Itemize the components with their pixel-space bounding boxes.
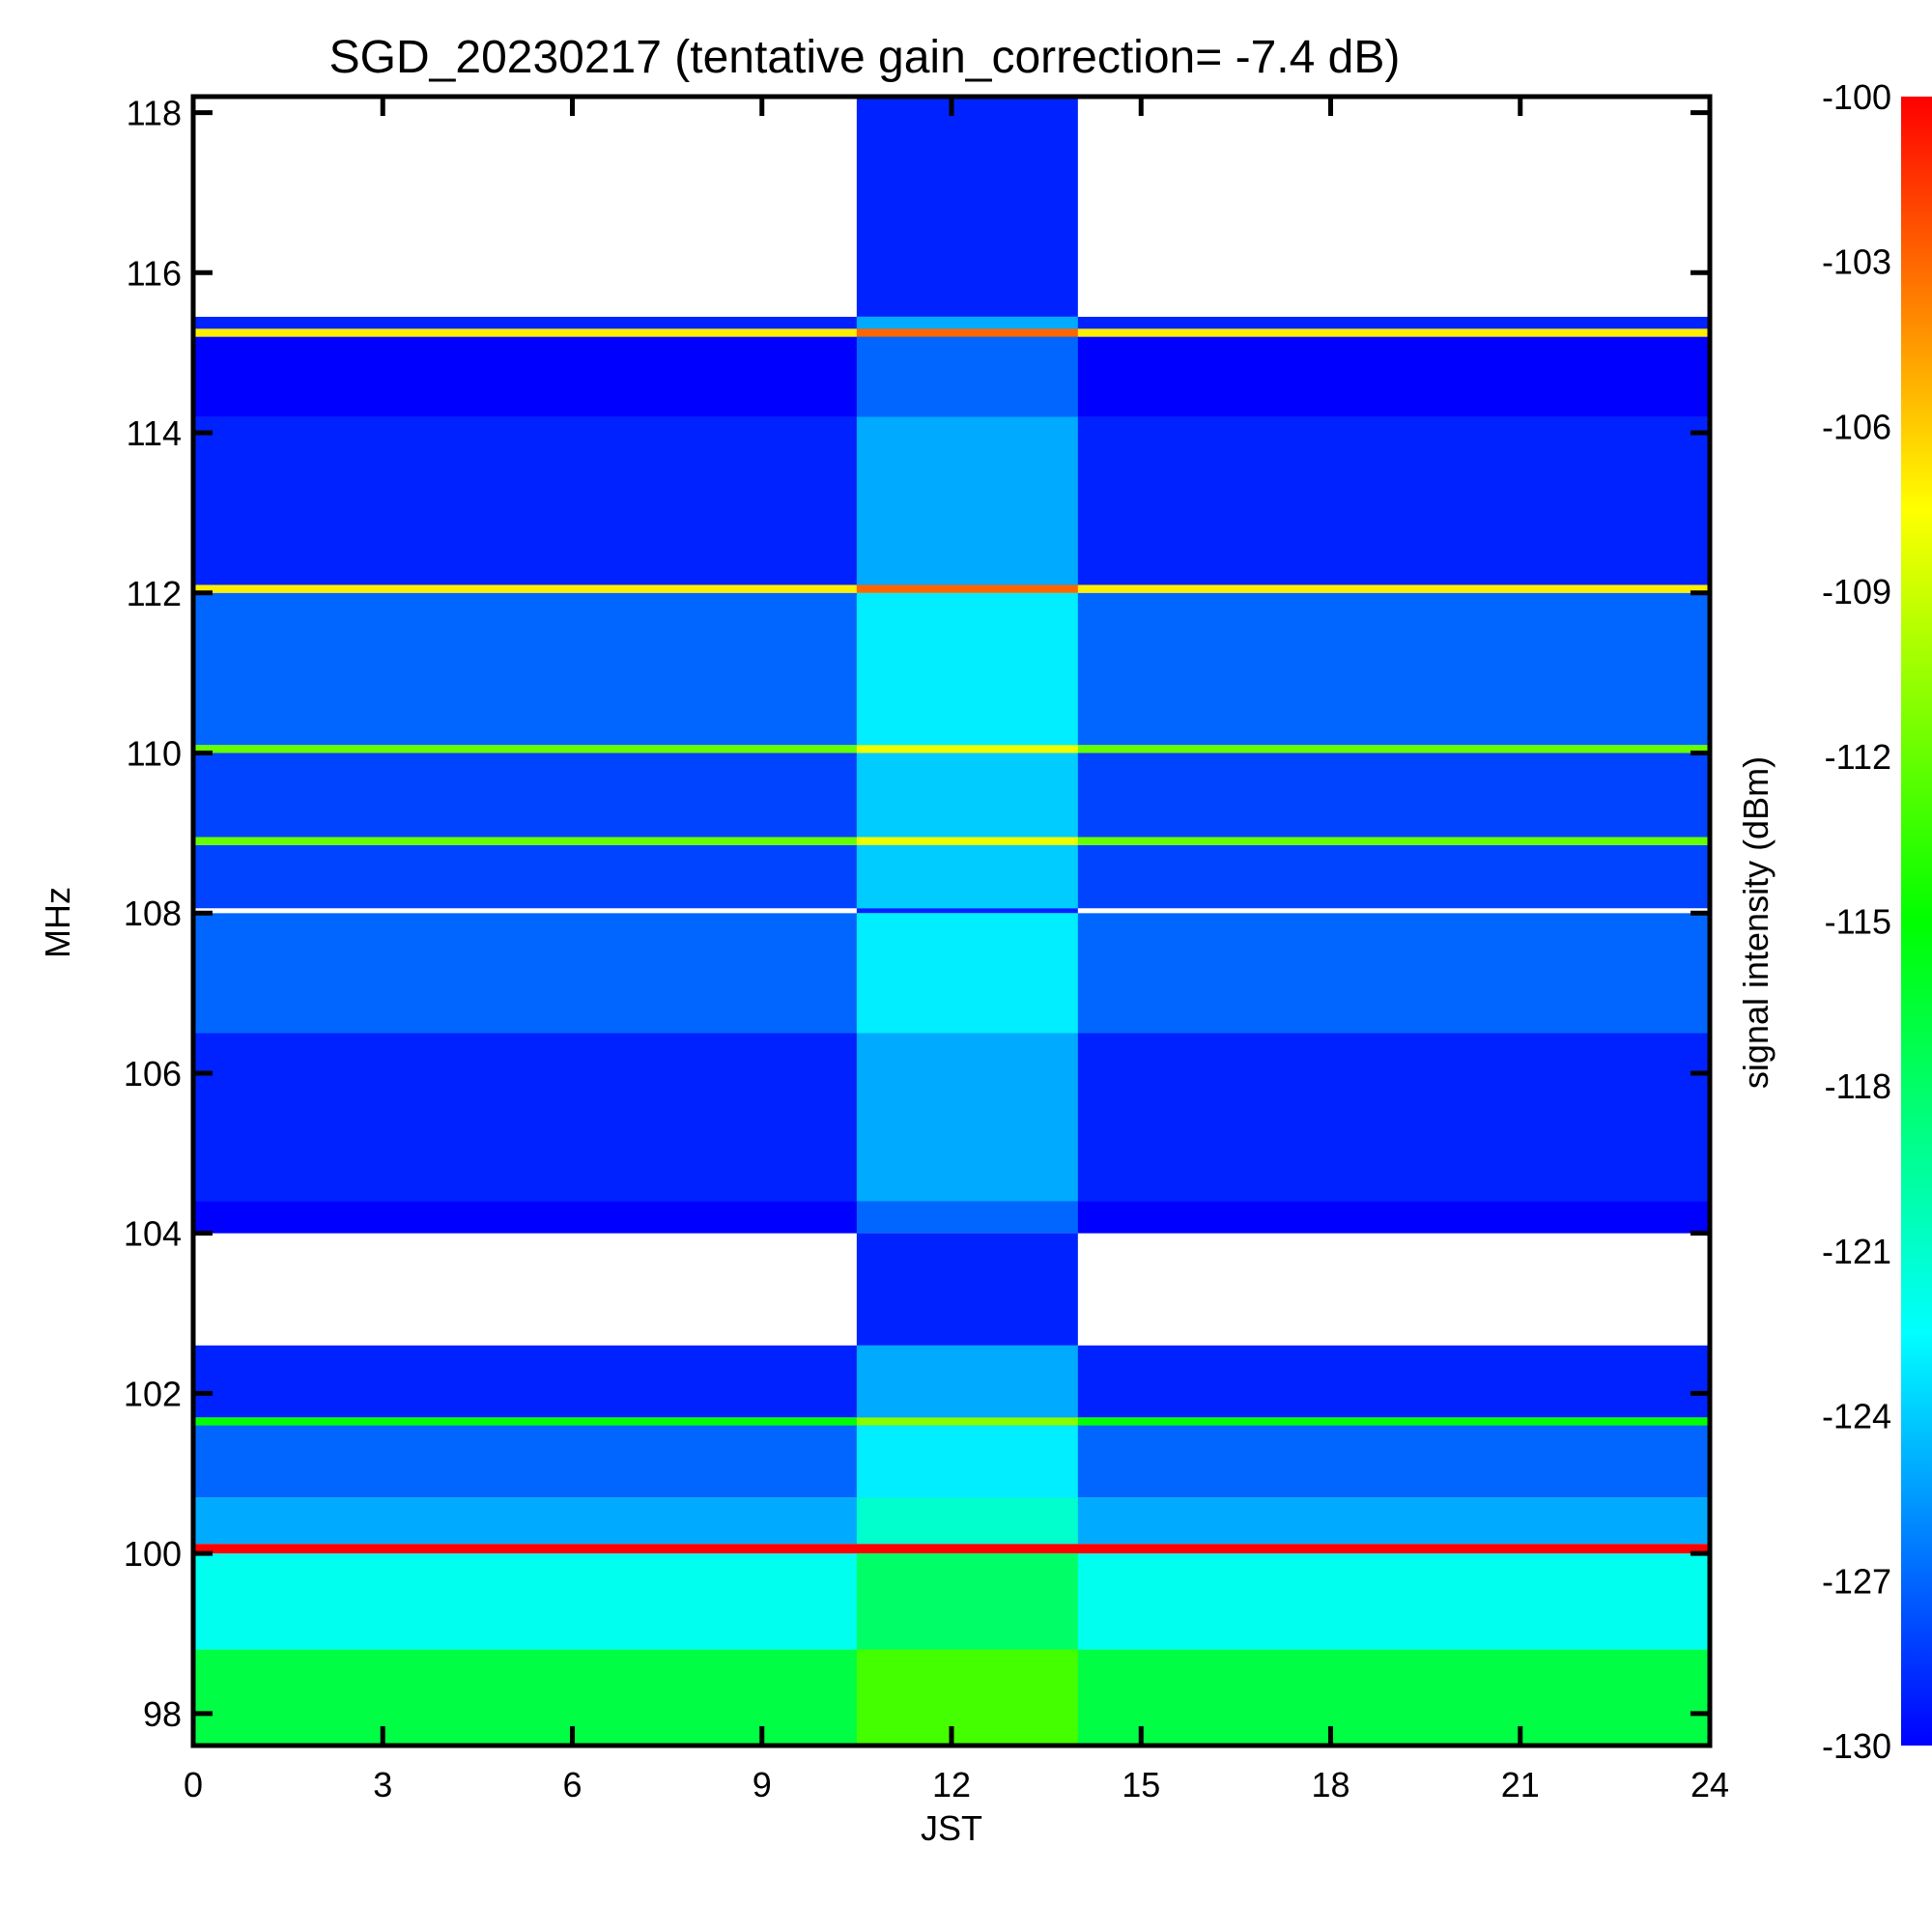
y-tick-label: 98	[143, 1694, 182, 1734]
y-tick-label: 114	[127, 413, 182, 453]
active-period-overlay	[856, 97, 1078, 1746]
active-band-15	[856, 745, 1078, 753]
colorbar-tick-label: -100	[1822, 77, 1891, 117]
colorbar-tick-label: -124	[1822, 1397, 1891, 1436]
active-band-14	[856, 753, 1078, 838]
active-band-7	[856, 1233, 1078, 1346]
x-tick-label: 24	[1690, 1765, 1729, 1804]
x-axis-ticks: 0 3 6 9 12 15 18 21 24	[184, 97, 1729, 1804]
chart-title: SGD_20230217 (tentative gain_correction=…	[329, 32, 1401, 83]
y-axis-ticks: 98 100 102 104 106 108 110 112 114 116 118	[124, 94, 1710, 1734]
colorbar-tick-label: -106	[1822, 407, 1891, 446]
y-tick-label: 108	[124, 894, 182, 933]
colorbar-tick-label: -103	[1822, 242, 1891, 282]
active-band-16	[856, 592, 1078, 746]
colorbar-tick-label: -121	[1822, 1232, 1891, 1271]
colorbar-tick-label: -115	[1825, 902, 1891, 942]
active-band-5	[856, 1417, 1078, 1426]
y-tick-label: 100	[124, 1534, 182, 1574]
y-tick-label: 104	[124, 1214, 182, 1254]
active-band-1	[856, 1553, 1078, 1650]
colorbar-tick-label: -130	[1822, 1726, 1891, 1766]
colorbar-label: signal intensity (dBm)	[1736, 756, 1776, 1089]
active-band-10	[856, 913, 1078, 1034]
x-tick-label: 3	[373, 1765, 392, 1804]
y-tick-label: 118	[127, 94, 182, 133]
active-band-13	[856, 837, 1078, 845]
y-tick-label: 110	[127, 733, 182, 773]
x-tick-label: 0	[184, 1765, 203, 1804]
colorbar	[1901, 97, 1932, 1746]
x-tick-label: 15	[1122, 1765, 1160, 1804]
y-tick-label: 116	[127, 253, 182, 293]
active-band-4	[856, 1425, 1078, 1498]
x-axis-label: JST	[921, 1808, 982, 1848]
x-tick-label: 12	[932, 1765, 971, 1804]
colorbar-ticks: -100 -103 -106 -109 -112 -115 -118 -121 -124 -127…	[1822, 77, 1891, 1766]
y-tick-label: 106	[124, 1054, 182, 1094]
colorbar-tick-label: -109	[1822, 572, 1891, 611]
active-band-19	[856, 336, 1078, 417]
active-band-3	[856, 1497, 1078, 1545]
colorbar-tick-label: -127	[1822, 1561, 1891, 1601]
active-band-20	[856, 328, 1078, 337]
active-band-11	[856, 908, 1078, 914]
active-band-0	[856, 1649, 1078, 1746]
x-tick-label: 21	[1501, 1765, 1540, 1804]
colorbar-tick-label: -112	[1825, 737, 1891, 777]
y-axis-label: MHz	[38, 887, 77, 958]
x-tick-label: 18	[1311, 1765, 1350, 1804]
active-band-22	[856, 97, 1078, 317]
active-band-12	[856, 844, 1078, 909]
heatmap-band-2	[193, 1544, 1710, 1554]
y-tick-label: 102	[124, 1374, 182, 1413]
active-band-18	[856, 416, 1078, 585]
colorbar-tick-label: -118	[1825, 1066, 1891, 1106]
active-band-8	[856, 1201, 1078, 1234]
active-band-17	[856, 584, 1078, 593]
x-tick-label: 9	[753, 1765, 772, 1804]
active-band-6	[856, 1345, 1078, 1418]
y-tick-label: 112	[127, 574, 182, 613]
active-band-9	[856, 1033, 1078, 1202]
x-tick-label: 6	[562, 1765, 582, 1804]
active-band-21	[856, 316, 1078, 329]
